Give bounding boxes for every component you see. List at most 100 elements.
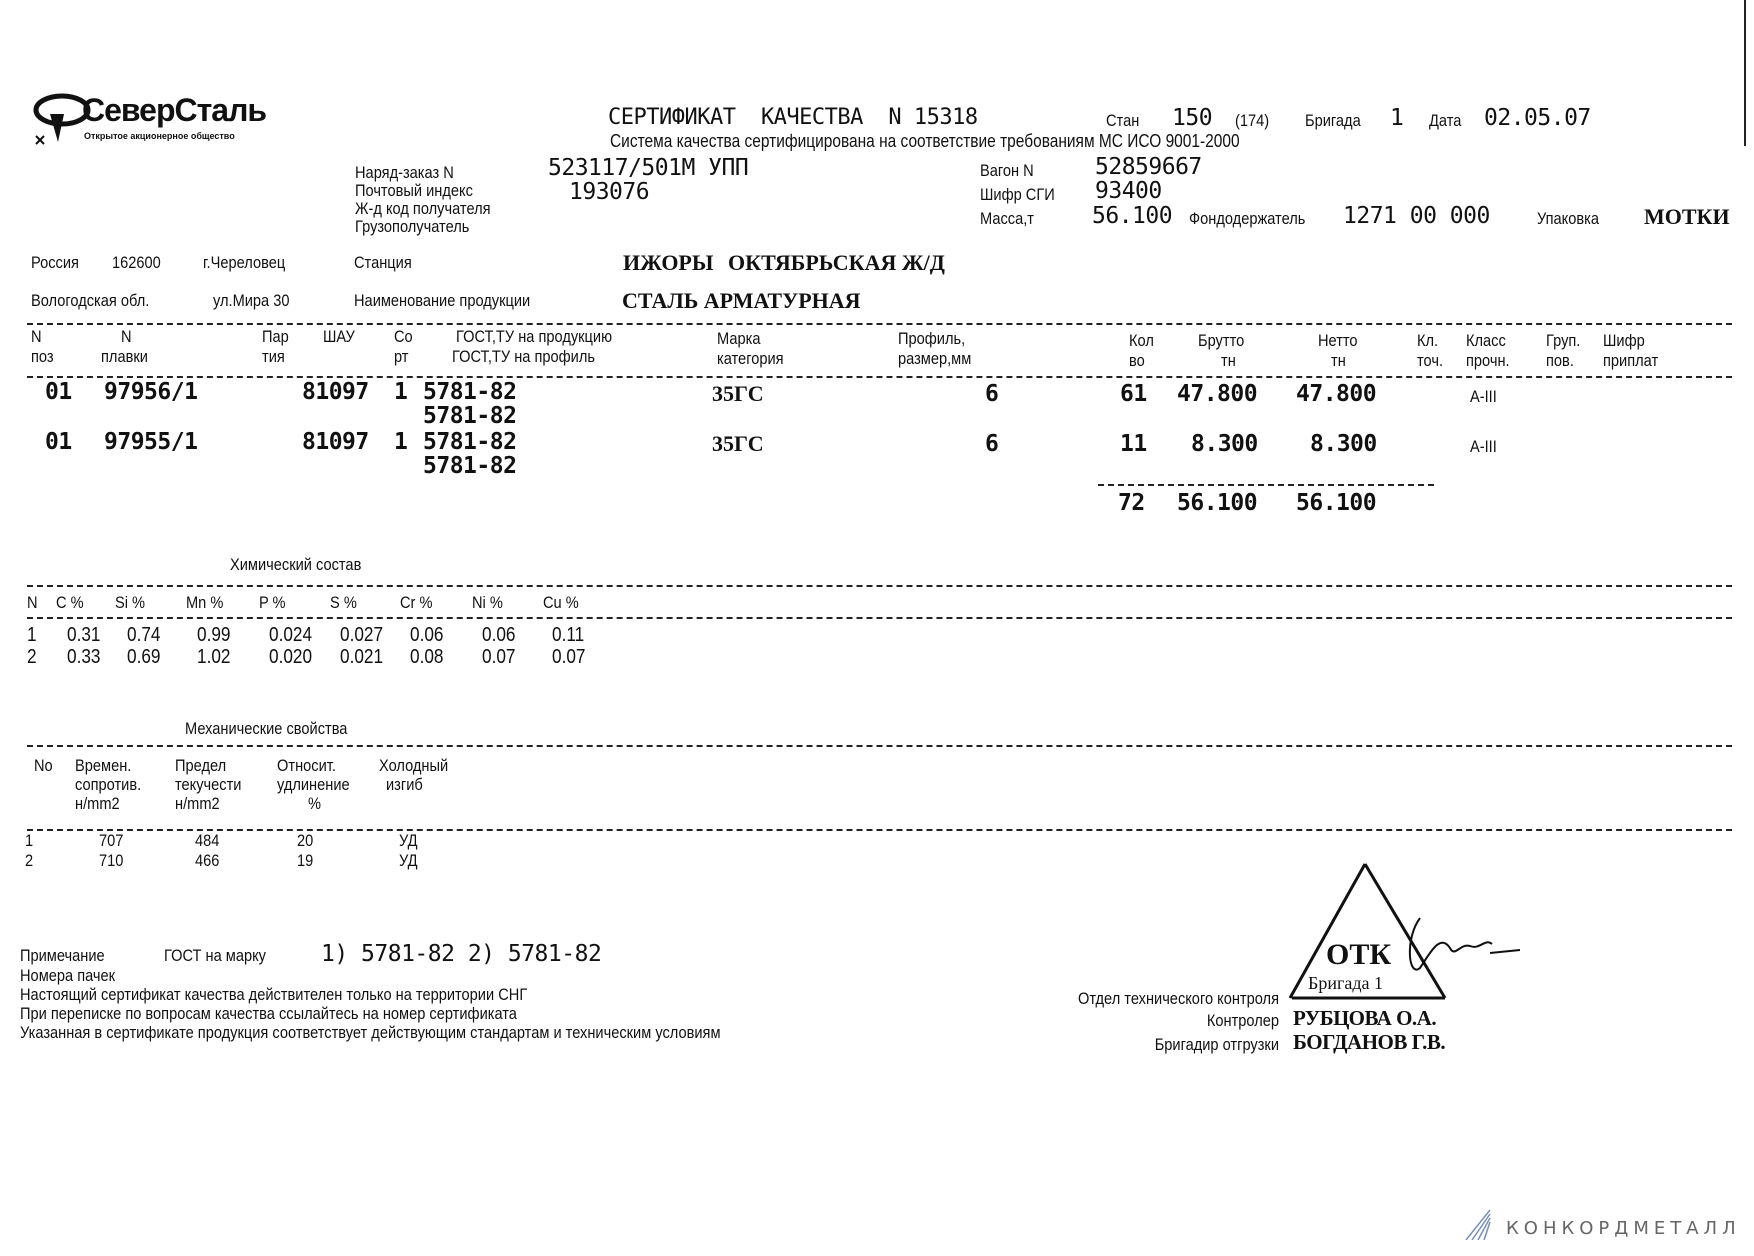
foreman-name: БОГДАНОВ Г.В. [1293,1030,1446,1054]
cell-melt: 97955/1 [104,429,198,455]
cell-sort: 1 [394,429,408,455]
page-edge-line [1744,0,1746,146]
chem-cell: 0.06 [482,624,516,646]
stan-extra: (174) [1235,111,1270,130]
mech-col: удлинение [277,775,350,794]
watermark-text: КОНКОРДМЕТАЛЛ [1506,1218,1741,1239]
chem-cell: 2 [27,646,37,668]
order-value: 523117/501М УПП [548,155,749,181]
postal-value: 193076 [569,179,650,205]
cell-pos: 01 [45,429,72,455]
chem-col: Mn % [186,593,224,612]
mech-col: % [308,794,322,813]
gost-grade-value: 1) 5781-82 2) 5781-82 [321,941,602,967]
konkordmetall-watermark: КОНКОРДМЕТАЛЛ [1462,1208,1736,1256]
col-gost: ГОСТ,ТУ на продукцию [456,327,613,346]
cell-pos: 01 [45,379,72,405]
chem-cell: 0.31 [67,624,101,646]
cell-qty: 11 [1120,431,1147,457]
cell-profile: 6 [985,431,999,457]
railway-value: ОКТЯБРЬСКАЯ Ж/Д [728,250,945,275]
chemistry-title: Химический состав [230,555,362,574]
col-acc: точ. [1417,351,1444,370]
col-strength: Класс [1466,331,1506,350]
date-value: 02.05.07 [1484,105,1591,131]
chem-cell: 0.06 [410,624,444,646]
cell-melt: 97956/1 [104,379,198,405]
mech-col: н/mm2 [175,794,220,813]
chem-cell: 0.021 [340,646,384,668]
sgi-label: Шифр СГИ [980,185,1055,204]
cell-strength: A-III [1470,437,1497,456]
mech-col: н/mm2 [75,794,120,813]
station-value: ИЖОРЫ [623,250,714,275]
col-net: тн [1331,351,1346,370]
chem-cell: 0.07 [482,646,516,668]
watermark-logo-icon [1465,1209,1491,1240]
divider [27,323,1732,325]
cell-gross: 8.300 [1191,431,1258,457]
col-grade: категория [717,349,784,368]
mech-col: No [34,756,53,775]
consignee-label: Грузополучатель [355,217,470,236]
totals-divider [1098,484,1434,486]
cell-profile: 6 [985,381,999,407]
chem-cell: 0.024 [269,624,313,646]
stan-value: 150 [1172,105,1213,131]
col-code: Шифр [1603,331,1645,350]
fund-label: Фондодержатель [1189,209,1306,228]
divider [27,585,1732,587]
col-acc: Кл. [1417,331,1439,350]
rail-code-label: Ж-д код получателя [355,199,491,218]
cell-grade: 35ГС [712,431,764,456]
otk-stamp: ОТК Бригада 1 [1280,858,1540,1008]
chem-col: C % [56,593,84,612]
sgi-value: 93400 [1095,178,1162,204]
wagon-label: Вагон N [980,161,1034,180]
controller-label: Контролер [1206,1011,1279,1030]
total-qty: 72 [1118,490,1145,516]
col-gost: ГОСТ,ТУ на профиль [452,347,595,366]
chem-cell: 0.33 [67,646,101,668]
col-grade: Марка [717,329,761,348]
wagon-value: 52859667 [1095,154,1202,180]
cell-gost-profile: 5781-82 [423,453,517,479]
stamp-subtitle: Бригада 1 [1308,973,1383,993]
note-line: Указанная в сертификате продукция соотве… [20,1023,721,1042]
col-profile: Профиль, [898,329,966,348]
col-qty: Кол [1129,331,1154,350]
col-sort: рт [394,347,409,366]
col-code: приплат [1603,351,1659,370]
col-net: Нетто [1318,331,1358,350]
cell-sort: 1 [394,379,408,405]
zip: 162600 [112,253,161,272]
col-melt: плавки [101,347,148,366]
cell-shau: 81097 [302,429,369,455]
col-gross: тн [1221,351,1236,370]
fund-value: 1271 00 000 [1343,203,1490,229]
mech-cell: 19 [297,851,314,870]
severstal-logo: СеверСталь Открытое акционерное общество [32,92,312,148]
total-gross: 56.100 [1177,490,1258,516]
mech-col: изгиб [386,775,423,794]
product-value: СТАЛЬ АРМАТУРНАЯ [622,288,861,313]
gost-grade-label: ГОСТ на марку [164,946,266,965]
col-melt: N [121,327,132,346]
cell-gost-profile: 5781-82 [423,403,517,429]
cell-gost-product: 5781-82 [423,379,517,405]
brigada-value: 1 [1390,105,1404,131]
postal-label: Почтовый индекс [355,181,473,200]
otk-dept-label: Отдел технического контроля [1077,989,1279,1008]
packing-label: Упаковка [1537,209,1599,228]
foreman-label: Бригадир отгрузки [1154,1035,1279,1054]
controller-name: РУБЦОВА О.А. [1293,1006,1437,1030]
divider [27,617,1732,619]
col-profile: размер,мм [898,349,972,368]
brigada-label: Бригада [1305,111,1361,130]
chem-col: Si % [115,593,146,612]
mech-cell: УД [399,831,418,850]
street: ул.Мира 30 [213,291,290,310]
region: Вологодская обл. [31,291,150,310]
total-net: 56.100 [1296,490,1377,516]
mech-col: Предел [175,756,227,775]
